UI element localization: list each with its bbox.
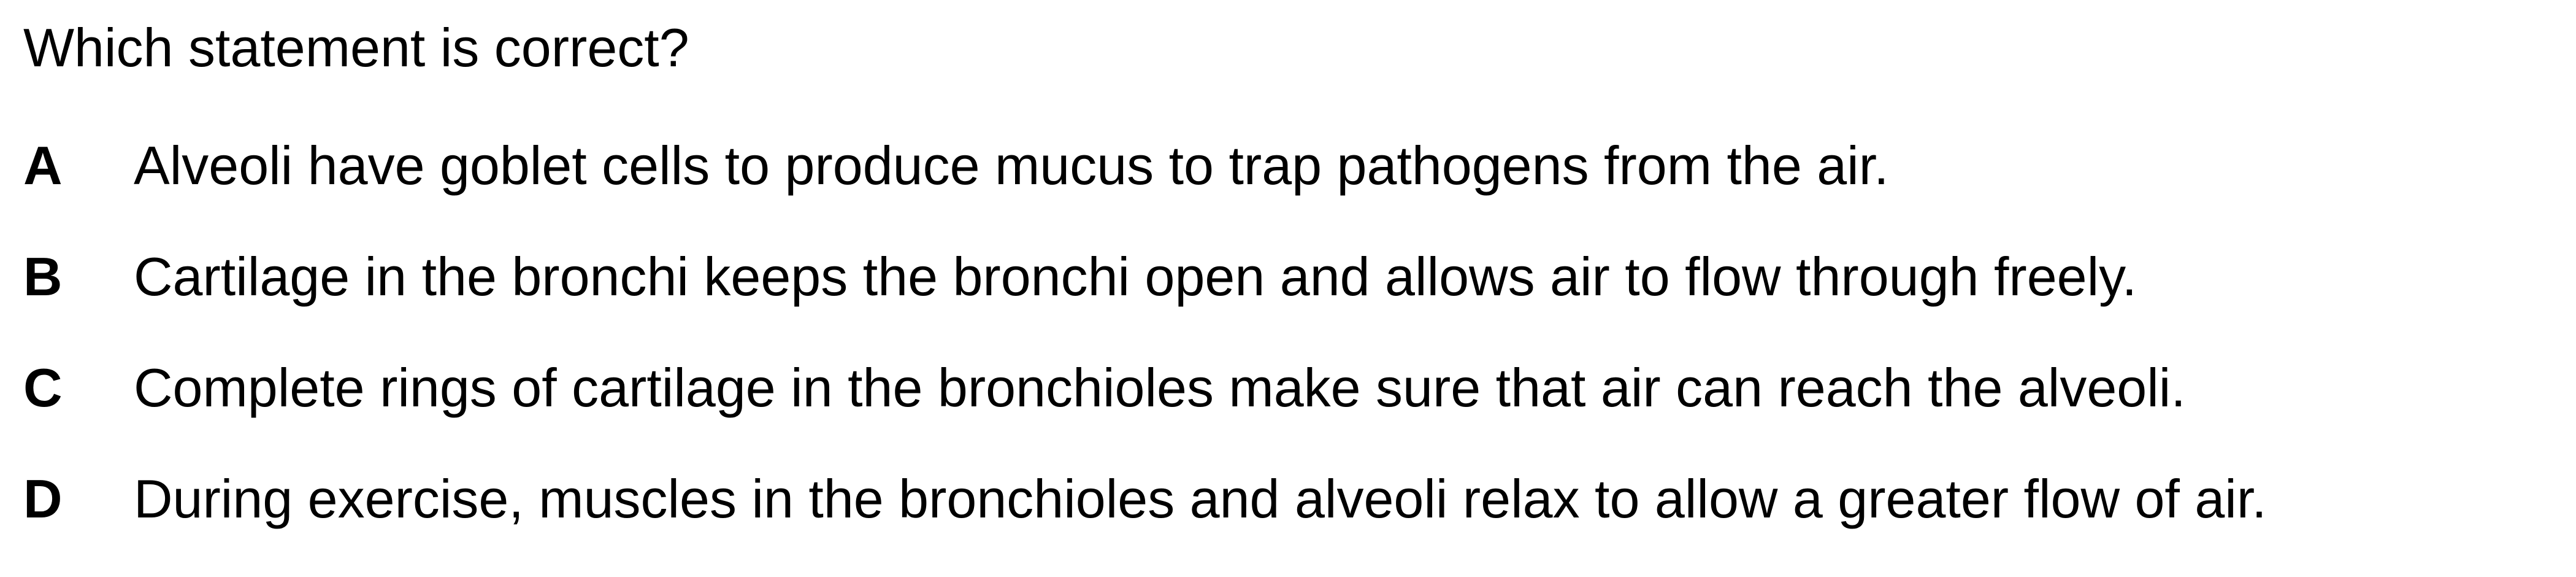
answer-option-b[interactable]: B Cartilage in the bronchi keeps the bro… [23,244,2267,355]
answer-option-a[interactable]: A Alveoli have goblet cells to produce m… [23,133,2267,244]
answer-option-d[interactable]: D During exercise, muscles in the bronch… [23,466,2267,577]
option-letter: D [23,468,63,529]
option-text: Complete rings of cartilage in the bronc… [134,357,2186,418]
option-letter: B [23,246,63,307]
answer-options-list: A Alveoli have goblet cells to produce m… [23,133,2267,577]
question-text: Which statement is correct? [23,17,689,78]
option-text: Cartilage in the bronchi keeps the bronc… [134,246,2137,307]
option-letter: C [23,357,63,418]
answer-option-c[interactable]: C Complete rings of cartilage in the bro… [23,355,2267,466]
option-text: During exercise, muscles in the bronchio… [134,468,2267,529]
option-text: Alveoli have goblet cells to produce muc… [134,135,1889,196]
option-letter: A [23,135,63,196]
